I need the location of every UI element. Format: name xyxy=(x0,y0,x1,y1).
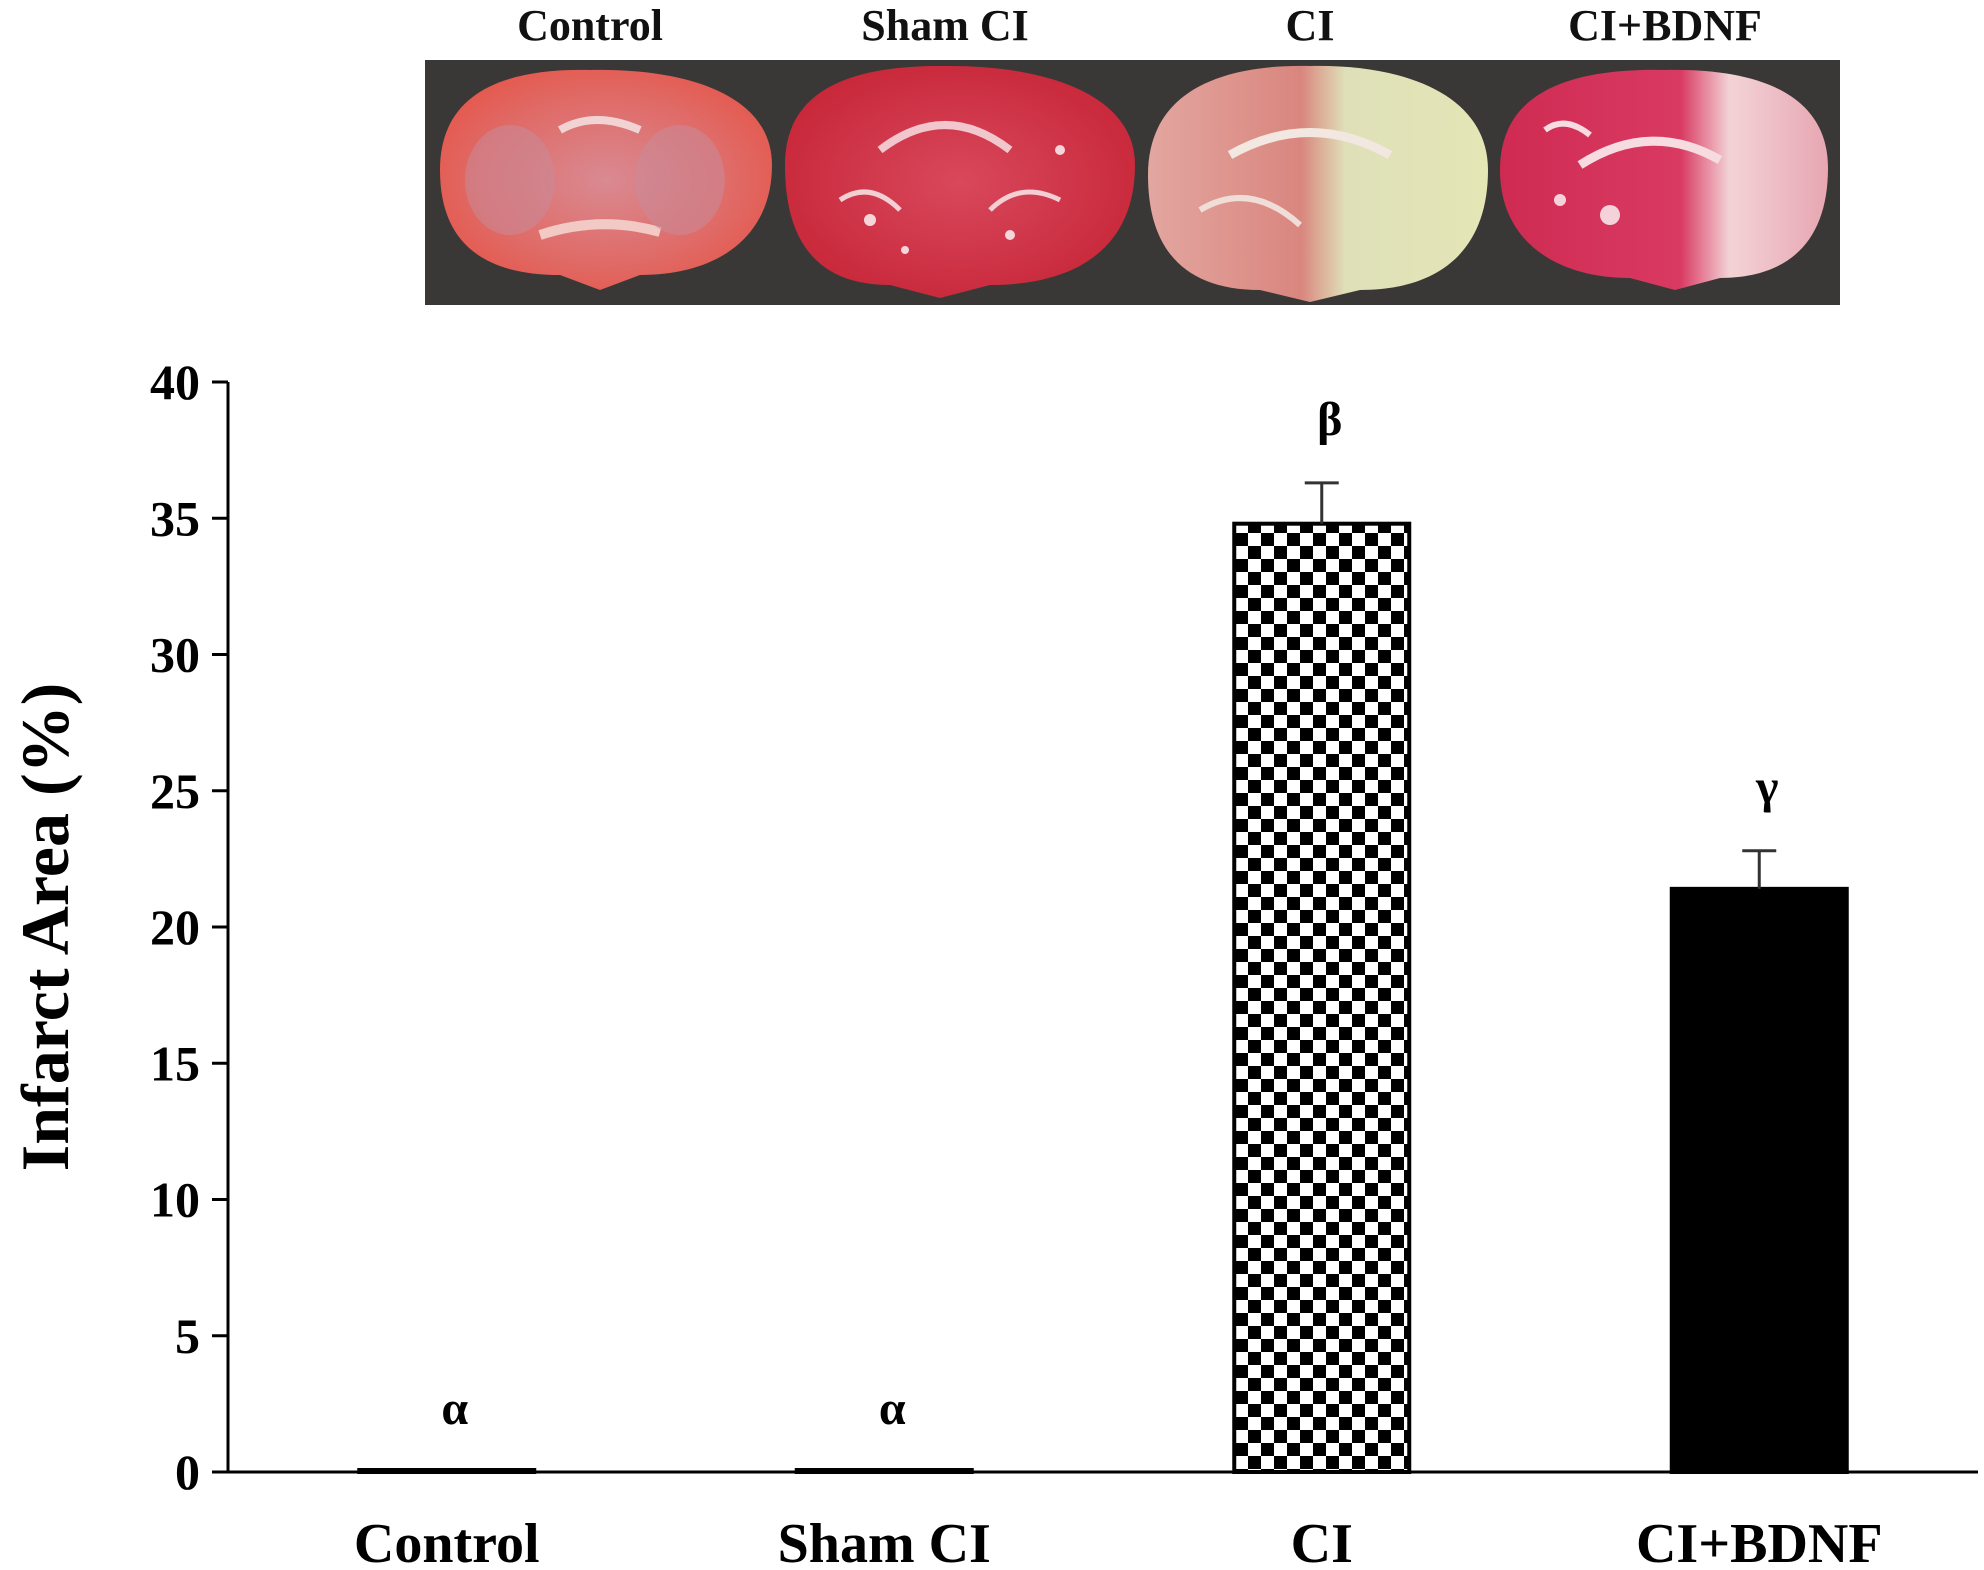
y-ticks: 0 5 10 15 20 25 30 35 40 xyxy=(150,354,228,1500)
y-tick-label: 0 xyxy=(175,1444,200,1500)
y-tick-label: 10 xyxy=(150,1172,200,1228)
bars xyxy=(357,521,1849,1474)
y-tick-label: 15 xyxy=(150,1035,200,1091)
photo-label-ci: CI xyxy=(1286,1,1335,50)
brain-slice-control-image xyxy=(440,69,772,290)
brain-slice-sham-ci-image xyxy=(785,65,1135,299)
category-label: Control xyxy=(354,1513,540,1570)
y-tick-label: 25 xyxy=(150,763,200,819)
photo-label-ci-bdnf: CI+BDNF xyxy=(1568,1,1762,50)
y-tick-label: 30 xyxy=(150,627,200,683)
significance-label: γ xyxy=(1755,761,1778,814)
brain-slice-ci-bdnf-image xyxy=(1500,69,1828,290)
y-tick-label: 20 xyxy=(150,899,200,955)
error-bars xyxy=(1304,481,1777,889)
photo-label-sham-ci: Sham CI xyxy=(861,1,1029,50)
bar-ci xyxy=(1232,521,1412,1474)
significance-label: α xyxy=(879,1382,906,1435)
significance-label: β xyxy=(1317,393,1342,446)
brain-slice-ci-image xyxy=(1148,65,1488,302)
y-tick-label: 40 xyxy=(150,354,200,410)
category-label: Sham CI xyxy=(778,1513,991,1570)
category-labels: Control Sham CI CI CI+BDNF xyxy=(354,1513,1883,1570)
bar-ci-bdnf xyxy=(1669,886,1849,1474)
significance-labels: α α β γ xyxy=(441,393,1778,1435)
y-axis-label: Infarct Area (%) xyxy=(7,683,83,1171)
brain-slice-photo-strip xyxy=(425,60,1840,305)
y-tick-label: 35 xyxy=(150,490,200,546)
category-label: CI+BDNF xyxy=(1636,1513,1883,1570)
bar-sham-ci xyxy=(794,1468,974,1474)
bar-control xyxy=(357,1468,537,1474)
photo-label-control: Control xyxy=(517,1,663,50)
significance-label: α xyxy=(441,1382,468,1435)
category-label: CI xyxy=(1291,1513,1353,1570)
y-tick-label: 5 xyxy=(175,1308,200,1364)
